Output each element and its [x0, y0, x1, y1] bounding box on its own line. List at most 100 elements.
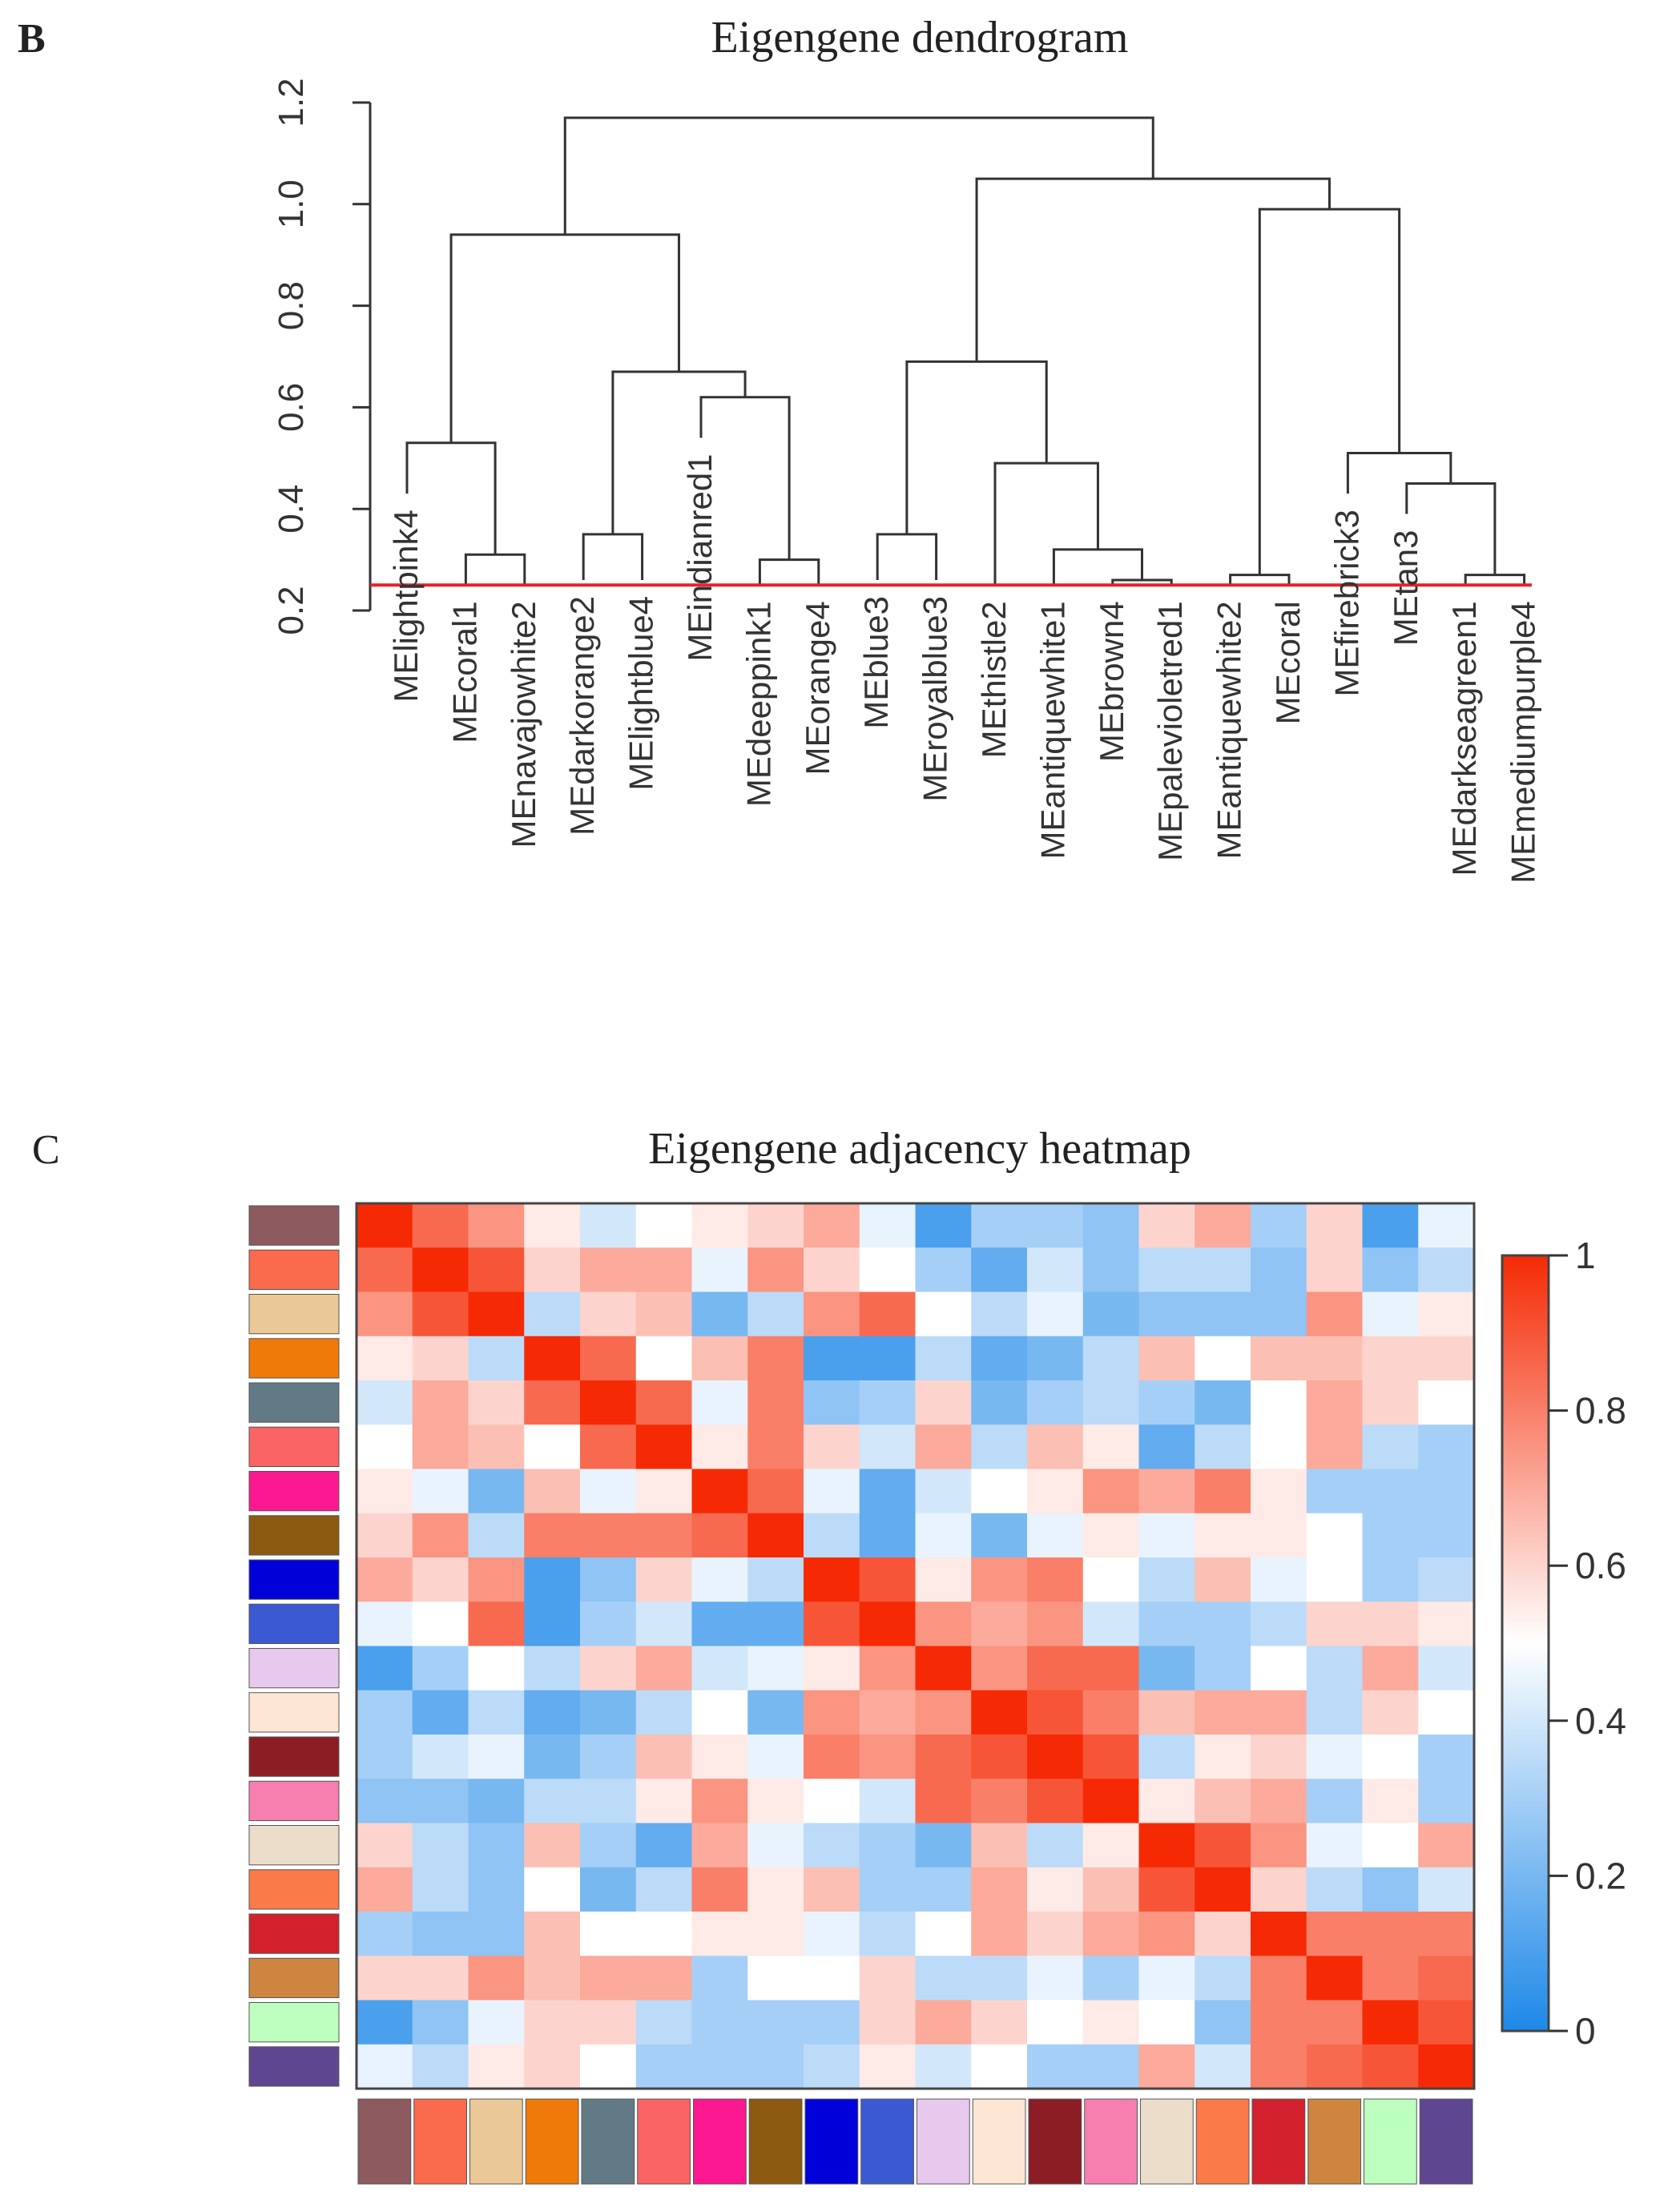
column-module-color-4 — [581, 2098, 635, 2185]
heatmap-cell-14-1 — [412, 1823, 469, 1868]
heatmap-cell-18-13 — [1082, 2000, 1140, 2045]
leaf-label-1: MEcoral1 — [445, 601, 483, 743]
heatmap-cell-6-16 — [1251, 1469, 1307, 1514]
leaf-label-19: MEmediumpurple4 — [1505, 601, 1542, 883]
row-module-color-17 — [248, 1957, 340, 1998]
heatmap-cell-0-19 — [1418, 1203, 1475, 1248]
heatmap-cell-18-4 — [580, 2000, 637, 2045]
heatmap-cell-19-19 — [1418, 2044, 1475, 2089]
heatmap-cell-11-2 — [468, 1690, 525, 1735]
heatmap-cell-13-6 — [691, 1779, 748, 1824]
heatmap-cell-5-1 — [412, 1424, 469, 1470]
heatmap-cell-9-2 — [468, 1602, 525, 1647]
heatmap-cell-2-7 — [747, 1291, 804, 1337]
heatmap-cell-9-9 — [859, 1602, 917, 1647]
dendrogram-panel: B Eigengene dendrogram 0.2 0.4 0.6 0.8 1.0 1.… — [18, 13, 1542, 884]
heatmap-cell-0-8 — [804, 1203, 860, 1248]
heatmap-cell-12-9 — [859, 1735, 917, 1779]
heatmap-cell-15-7 — [747, 1867, 804, 1912]
heatmap-cell-12-17 — [1306, 1735, 1364, 1779]
heatmap-cell-7-15 — [1195, 1513, 1251, 1558]
colorbar-tick-label-5: 1 — [1575, 1235, 1596, 1276]
heatmap-cell-6-4 — [580, 1469, 637, 1514]
heatmap-cell-19-9 — [859, 2044, 917, 2089]
heatmap-cell-14-17 — [1306, 1823, 1364, 1868]
heatmap-cell-10-1 — [412, 1646, 469, 1691]
heatmap-cell-15-9 — [859, 1867, 917, 1912]
heatmap-cell-1-17 — [1306, 1247, 1364, 1293]
heatmap-cell-18-11 — [971, 2000, 1028, 2045]
heatmap-cell-16-2 — [468, 1912, 525, 1956]
heatmap-cell-8-5 — [635, 1557, 693, 1602]
heatmap-cell-11-15 — [1195, 1690, 1251, 1735]
heatmap-cell-9-14 — [1138, 1602, 1195, 1647]
heatmap-cell-12-6 — [691, 1735, 748, 1779]
heatmap-cell-17-7 — [747, 1956, 804, 2001]
heatmap-cell-11-18 — [1362, 1690, 1419, 1735]
heatmap-cell-10-3 — [524, 1646, 581, 1691]
heatmap-cell-8-9 — [859, 1557, 917, 1602]
column-module-color-17 — [1307, 2098, 1361, 2185]
heatmap-cell-13-1 — [412, 1779, 469, 1824]
heatmap-cell-0-6 — [691, 1203, 748, 1248]
heatmap-cell-5-12 — [1027, 1424, 1084, 1470]
heatmap-cell-10-11 — [971, 1646, 1028, 1691]
heatmap-cell-8-12 — [1027, 1557, 1084, 1602]
heatmap-cell-3-18 — [1362, 1336, 1419, 1381]
heatmap-cell-4-0 — [357, 1380, 413, 1425]
colorbar-ticks: 0 0.2 0.4 0.6 0.8 1 — [1549, 1235, 1626, 2052]
heatmap-cell-11-14 — [1138, 1690, 1195, 1735]
heatmap-cell-16-13 — [1082, 1912, 1140, 1956]
heatmap-cell-16-1 — [412, 1912, 469, 1956]
row-module-color-14 — [248, 1825, 340, 1866]
heatmap-cell-3-12 — [1027, 1336, 1084, 1381]
heatmap-cell-7-19 — [1418, 1513, 1475, 1558]
heatmap-cell-19-13 — [1082, 2044, 1140, 2089]
heatmap-cell-12-14 — [1138, 1735, 1195, 1779]
heatmap-cell-13-7 — [747, 1779, 804, 1824]
heatmap-cell-17-14 — [1138, 1956, 1195, 2001]
column-module-color-16 — [1251, 2098, 1306, 2185]
heatmap-cell-12-18 — [1362, 1735, 1419, 1779]
heatmap-cell-4-14 — [1138, 1380, 1195, 1425]
heatmap-cell-7-10 — [915, 1513, 972, 1558]
heatmap-cell-7-7 — [747, 1513, 804, 1558]
heatmap-cell-10-16 — [1251, 1646, 1307, 1691]
heatmap-cell-10-14 — [1138, 1646, 1195, 1691]
heatmap-cell-4-15 — [1195, 1380, 1251, 1425]
heatmap-cell-15-4 — [580, 1867, 637, 1912]
heatmap-cell-9-18 — [1362, 1602, 1419, 1647]
row-module-color-3 — [248, 1338, 340, 1379]
heatmap-cell-0-13 — [1082, 1203, 1140, 1248]
heatmap-cell-18-6 — [691, 2000, 748, 2045]
colorbar — [1501, 1254, 1550, 2033]
leaf-label-12: MEbrown4 — [1093, 601, 1130, 762]
heatmap-cell-0-18 — [1362, 1203, 1419, 1248]
heatmap-cell-3-0 — [357, 1336, 413, 1381]
heatmap-cell-2-2 — [468, 1291, 525, 1337]
heatmap-cell-7-4 — [580, 1513, 637, 1558]
heatmap-cell-6-1 — [412, 1469, 469, 1514]
heatmap-cell-16-4 — [580, 1912, 637, 1956]
heatmap-cell-17-6 — [691, 1956, 748, 2001]
heatmap-cell-0-5 — [635, 1203, 693, 1248]
heatmap-cell-9-7 — [747, 1602, 804, 1647]
heatmap-cell-10-4 — [580, 1646, 637, 1691]
heatmap-cell-0-16 — [1251, 1203, 1307, 1248]
heatmap-cell-13-3 — [524, 1779, 581, 1824]
dendrogram-link-11 — [905, 360, 1048, 534]
heatmap-cell-8-2 — [468, 1557, 525, 1602]
heatmap-cell-19-11 — [971, 2044, 1028, 2089]
leaf-label-16: MEfirebrick3 — [1327, 510, 1365, 696]
heatmap-cell-15-0 — [357, 1867, 413, 1912]
leaf-label-11: MEantiquewhite1 — [1033, 601, 1071, 859]
heatmap-cell-4-19 — [1418, 1380, 1475, 1425]
heatmap-cell-11-6 — [691, 1690, 748, 1735]
column-module-color-18 — [1364, 2098, 1417, 2185]
heatmap-cell-15-17 — [1306, 1867, 1364, 1912]
heatmap-cell-11-0 — [357, 1690, 413, 1735]
heatmap-cell-16-18 — [1362, 1912, 1419, 1956]
heatmap-cell-3-15 — [1195, 1336, 1251, 1381]
column-module-color-9 — [860, 2098, 914, 2185]
